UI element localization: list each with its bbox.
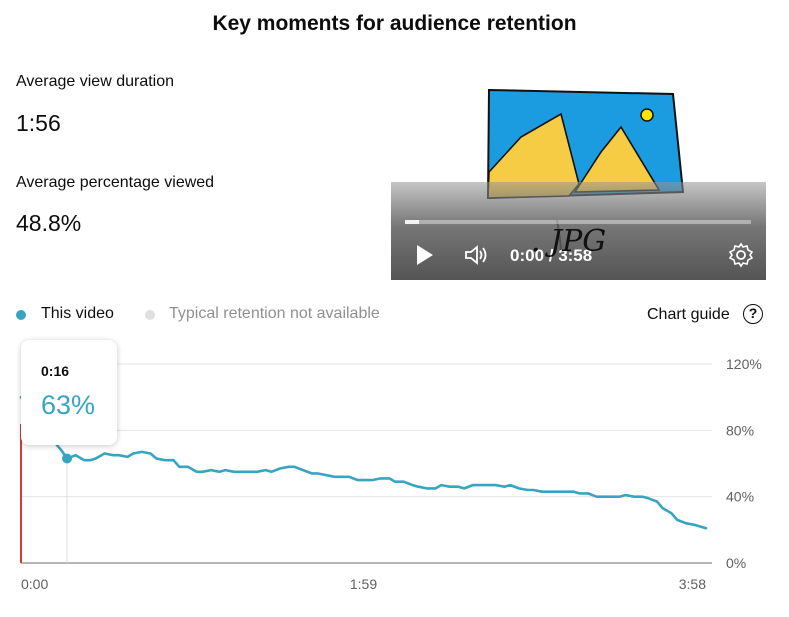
sketch-sun bbox=[640, 108, 654, 122]
y-tick-label: 40% bbox=[726, 489, 754, 505]
volume-icon[interactable] bbox=[464, 244, 490, 266]
video-thumbnail bbox=[486, 88, 685, 253]
handwritten-overlay-text: . JPG bbox=[531, 224, 607, 259]
hover-point bbox=[62, 453, 73, 464]
avg-percentage-value: 48.8% bbox=[16, 210, 82, 236]
x-tick-label: 3:58 bbox=[679, 576, 706, 592]
tooltip-value: 63% bbox=[41, 390, 96, 420]
page-title: Key moments for audience retention bbox=[212, 12, 577, 35]
typical-legend-dot bbox=[145, 310, 155, 320]
legend-typical-retention: Typical retention not available bbox=[169, 305, 380, 322]
chart-tooltip: 0:16 63% bbox=[21, 340, 117, 445]
retention-chart[interactable]: 0% 40% 80% 120% 0:00 1:59 3:58 bbox=[0, 330, 789, 600]
tooltip-time: 0:16 bbox=[41, 363, 70, 379]
chart-guide-link[interactable]: Chart guide bbox=[647, 306, 730, 323]
series-line-this-video bbox=[19, 395, 708, 530]
avg-percentage-label: Average percentage viewed bbox=[16, 174, 215, 191]
avg-view-duration-value: 1:56 bbox=[16, 110, 61, 136]
progress-bar[interactable] bbox=[405, 220, 751, 224]
x-tick-label: 1:59 bbox=[350, 576, 377, 592]
play-icon[interactable] bbox=[415, 244, 435, 266]
player-time-display: 0:00 / 3:58 bbox=[510, 246, 593, 265]
legend-this-video[interactable]: This video bbox=[41, 305, 114, 322]
y-tick-label: 0% bbox=[726, 555, 746, 571]
help-icon[interactable]: ? bbox=[743, 304, 763, 324]
y-tick-label: 80% bbox=[726, 422, 754, 438]
settings-icon[interactable] bbox=[728, 242, 754, 268]
progress-buffered bbox=[405, 220, 419, 224]
video-player[interactable]: 0:00 / 3:58 . JPG bbox=[391, 72, 766, 280]
avg-view-duration-label: Average view duration bbox=[16, 73, 175, 90]
player-controls-overlay bbox=[391, 182, 766, 280]
x-tick-label: 0:00 bbox=[21, 576, 48, 592]
this-video-legend-dot bbox=[16, 310, 26, 320]
y-tick-label: 120% bbox=[726, 356, 762, 372]
